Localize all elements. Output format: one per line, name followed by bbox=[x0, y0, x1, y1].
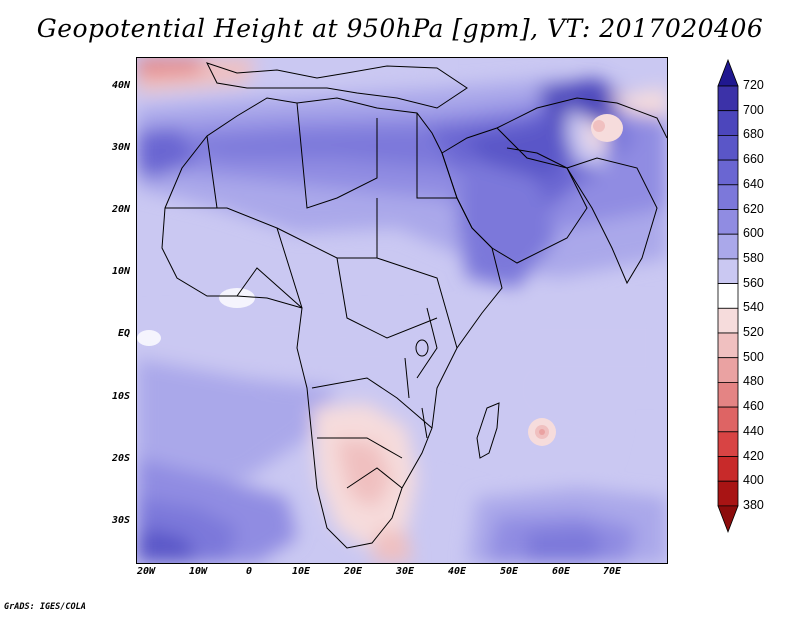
lat-label: 20S bbox=[111, 453, 130, 464]
lon-label: 20W bbox=[136, 566, 156, 577]
colorbar-tick-label: 720 bbox=[743, 78, 764, 92]
lon-label: 0 bbox=[245, 566, 253, 577]
colorbar-tick-label: 500 bbox=[743, 349, 764, 364]
map-plot-area bbox=[136, 57, 668, 564]
colorbar-swatch bbox=[717, 357, 739, 383]
colorbar-swatch bbox=[717, 85, 739, 112]
colorbar-swatch bbox=[717, 184, 739, 210]
colorbar-swatch bbox=[717, 209, 739, 235]
colorbar-swatch bbox=[717, 332, 739, 359]
colorbar-tick-label: 460 bbox=[743, 399, 764, 414]
lat-label: 30S bbox=[111, 515, 130, 526]
colorbar-tick-label: 520 bbox=[743, 325, 764, 339]
colorbar-top-arrow bbox=[717, 58, 739, 87]
lon-label: 10W bbox=[188, 566, 208, 577]
colorbar-swatch bbox=[717, 480, 739, 507]
colorbar-swatch bbox=[717, 307, 739, 334]
colorbar-tick-label: 540 bbox=[743, 300, 764, 315]
geopotential-field bbox=[137, 58, 667, 563]
colorbar-tick-label: 440 bbox=[743, 423, 764, 438]
colorbar-swatch bbox=[717, 159, 739, 186]
lon-label: 40E bbox=[447, 566, 467, 577]
colorbar-tick-label: 680 bbox=[743, 127, 764, 142]
colorbar-tick-label: 420 bbox=[743, 448, 764, 463]
field-contours bbox=[137, 58, 667, 563]
colorbar-tick-label: 660 bbox=[743, 152, 764, 167]
lat-label: 10N bbox=[111, 266, 130, 277]
lon-label: 60E bbox=[551, 566, 571, 577]
lakes bbox=[404, 339, 429, 439]
footer-credit: GrADS: IGES/COLA bbox=[4, 602, 86, 612]
lat-label: 30N bbox=[111, 142, 130, 153]
colorbar-swatch bbox=[717, 381, 739, 408]
colorbar-swatch bbox=[717, 283, 739, 309]
colorbar-swatch bbox=[717, 135, 739, 161]
colorbar-tick-label: 580 bbox=[743, 250, 764, 265]
map-title: Geopotential Height at 950hPa [gpm], VT:… bbox=[36, 14, 764, 43]
colorbar-bottom-arrow bbox=[717, 505, 739, 534]
colorbar-tick-label: 620 bbox=[743, 201, 764, 216]
colorbar-tick-label: 560 bbox=[743, 275, 764, 290]
colorbar-swatch bbox=[717, 258, 739, 284]
coastlines bbox=[161, 62, 667, 549]
lat-label: EQ bbox=[117, 328, 130, 339]
colorbar bbox=[717, 58, 739, 534]
lon-label: 10E bbox=[291, 566, 311, 577]
colorbar-tick-label: 600 bbox=[743, 226, 764, 241]
colorbar-tick-label: 400 bbox=[743, 473, 764, 488]
colorbar-swatch bbox=[717, 406, 739, 433]
lon-label: 20E bbox=[343, 566, 363, 577]
colorbar-tick-label: 380 bbox=[743, 497, 764, 512]
lon-label: 30E bbox=[395, 566, 415, 577]
lat-label: 10S bbox=[111, 391, 130, 402]
lat-label: 40N bbox=[111, 80, 130, 91]
colorbar-swatch bbox=[717, 233, 739, 260]
colorbar-tick-label: 480 bbox=[743, 374, 764, 389]
lat-label: 20N bbox=[111, 204, 130, 215]
colorbar-swatch bbox=[717, 110, 739, 136]
colorbar-swatch bbox=[717, 431, 739, 457]
colorbar-tick-label: 640 bbox=[743, 176, 764, 191]
colorbar-swatch bbox=[717, 456, 739, 482]
colorbar-tick-label: 700 bbox=[743, 102, 764, 117]
lon-label: 70E bbox=[602, 566, 622, 577]
lon-label: 50E bbox=[499, 566, 519, 577]
